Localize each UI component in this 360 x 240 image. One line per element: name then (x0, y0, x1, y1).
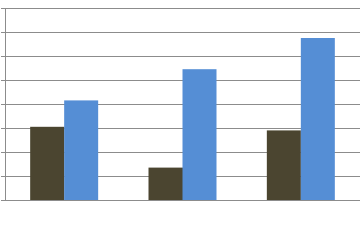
bar (266, 130, 301, 200)
chart (1, 8, 360, 201)
bar (30, 126, 65, 200)
bar (182, 69, 217, 200)
bar (64, 100, 99, 200)
bar (300, 38, 335, 200)
bar (148, 167, 183, 200)
